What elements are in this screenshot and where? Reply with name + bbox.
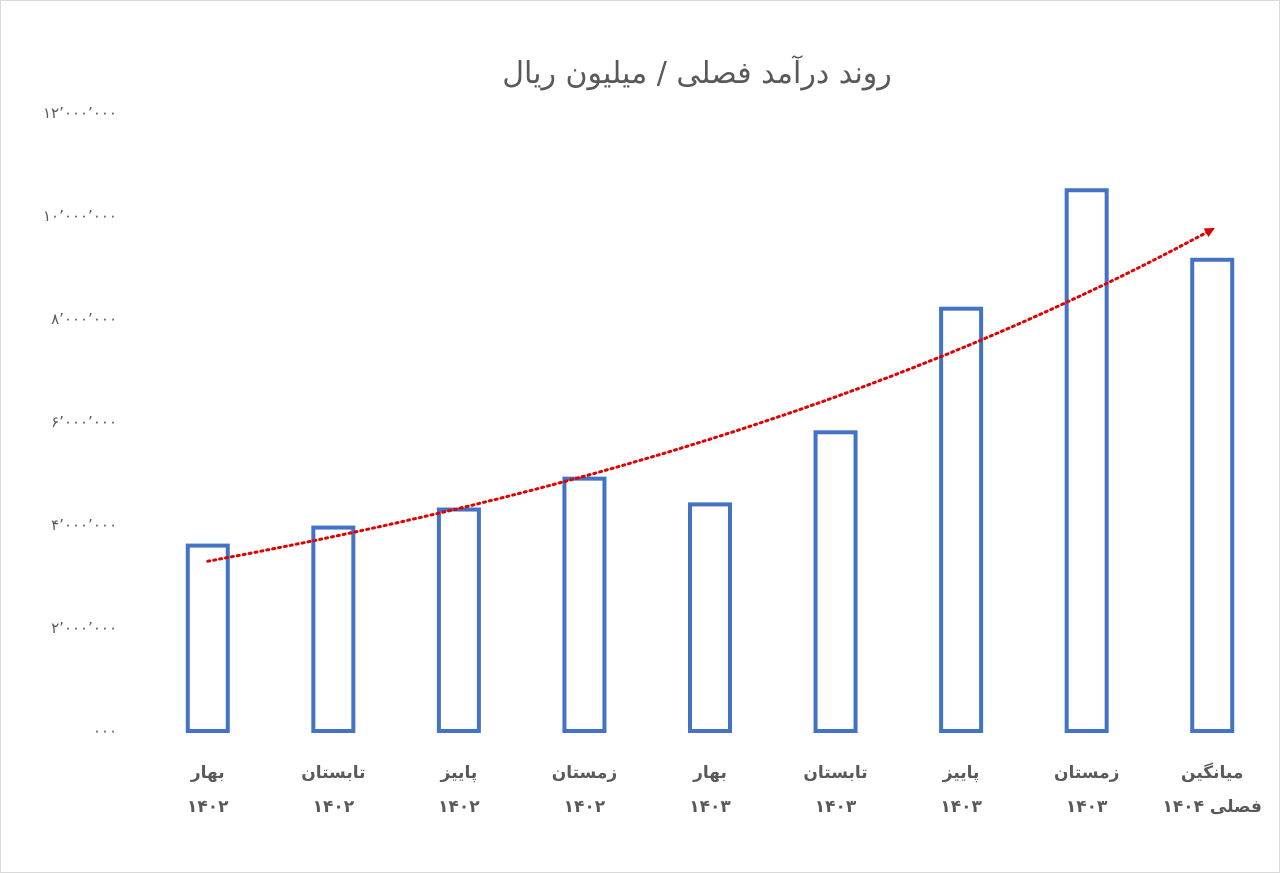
y-tick-label: ۶٬۰۰۰٬۰۰۰	[51, 413, 117, 431]
x-tick-label: تابستان	[803, 763, 867, 783]
x-tick-label: ۱۴۰۲	[438, 797, 480, 817]
x-tick-label: تابستان	[301, 763, 365, 783]
y-tick-label: ۲٬۰۰۰٬۰۰۰	[51, 619, 117, 637]
bar	[436, 507, 481, 733]
x-tick-label: ۱۴۰۲	[564, 797, 606, 817]
bar	[185, 543, 230, 733]
x-tick-label: زمستان	[552, 763, 617, 783]
trendline-group	[206, 227, 1215, 563]
x-tick-label: پاییز	[440, 763, 478, 783]
x-tick-label: زمستان	[1054, 763, 1119, 783]
y-tick-label: ۰۰۰	[93, 722, 117, 740]
x-tick-label: ۱۴۰۲	[313, 797, 355, 817]
bar	[311, 525, 356, 734]
y-tick-label: ۱۲٬۰۰۰٬۰۰۰	[43, 104, 117, 122]
y-tick-label: ۸٬۰۰۰٬۰۰۰	[51, 310, 117, 328]
bar	[1190, 257, 1235, 733]
x-tick-label: بهار	[692, 763, 727, 783]
x-tick-label: پاییز	[942, 763, 980, 783]
chart-title: روند درآمد فصلی / میلیون ریال	[502, 55, 892, 91]
y-tick-label: ۱۰٬۰۰۰٬۰۰۰	[43, 207, 117, 225]
trendline	[206, 227, 1215, 563]
x-tick-label: فصلی ۱۴۰۴	[1162, 797, 1261, 817]
y-axis-ticks: ۰۰۰ ۲٬۰۰۰٬۰۰۰ ۴٬۰۰۰٬۰۰۰ ۶٬۰۰۰٬۰۰۰ ۸٬۰۰۰٬۰۰۰ ۱…	[43, 104, 117, 740]
bar	[1064, 188, 1109, 733]
bar	[813, 430, 858, 733]
x-tick-label: بهار	[190, 763, 225, 783]
category-labels: بهار ۱۴۰۲ تابستان ۱۴۰۲ پاییز ۱۴۰۲ زمستان ۱۴۰۲ به…	[187, 762, 1262, 817]
bars	[185, 188, 1235, 734]
y-tick-label: ۴٬۰۰۰٬۰۰۰	[51, 516, 117, 534]
x-tick-label: ۱۴۰۳	[815, 797, 857, 817]
bar	[562, 476, 607, 733]
x-tick-label: میانگین	[1181, 762, 1243, 783]
x-tick-label: ۱۴۰۲	[187, 797, 229, 817]
x-tick-label: ۱۴۰۳	[940, 797, 982, 817]
x-tick-label: ۱۴۰۳	[1066, 797, 1108, 817]
bar	[688, 502, 732, 733]
bar	[939, 306, 984, 733]
x-tick-label: ۱۴۰۳	[689, 797, 731, 817]
